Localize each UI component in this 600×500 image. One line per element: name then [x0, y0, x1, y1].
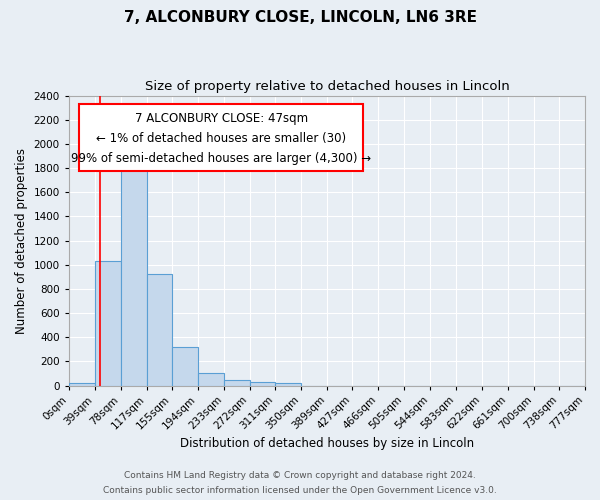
Text: 7, ALCONBURY CLOSE, LINCOLN, LN6 3RE: 7, ALCONBURY CLOSE, LINCOLN, LN6 3RE [124, 10, 476, 25]
Text: Contains public sector information licensed under the Open Government Licence v3: Contains public sector information licen… [103, 486, 497, 495]
Text: Contains HM Land Registry data © Crown copyright and database right 2024.: Contains HM Land Registry data © Crown c… [124, 471, 476, 480]
Title: Size of property relative to detached houses in Lincoln: Size of property relative to detached ho… [145, 80, 509, 93]
Bar [121, 156, 146, 386]
Bar [198, 373, 224, 386]
Text: ← 1% of detached houses are smaller (30): ← 1% of detached houses are smaller (30) [96, 132, 346, 145]
Bar [275, 383, 301, 386]
Bar [146, 274, 172, 386]
Bar [224, 380, 250, 386]
Text: 7 ALCONBURY CLOSE: 47sqm: 7 ALCONBURY CLOSE: 47sqm [134, 112, 308, 126]
Bar [95, 261, 121, 386]
Bar [250, 382, 275, 386]
Bar [172, 347, 198, 386]
Text: 99% of semi-detached houses are larger (4,300) →: 99% of semi-detached houses are larger (… [71, 152, 371, 166]
X-axis label: Distribution of detached houses by size in Lincoln: Distribution of detached houses by size … [180, 437, 474, 450]
Y-axis label: Number of detached properties: Number of detached properties [15, 148, 28, 334]
FancyBboxPatch shape [79, 104, 363, 171]
Bar [69, 382, 95, 386]
